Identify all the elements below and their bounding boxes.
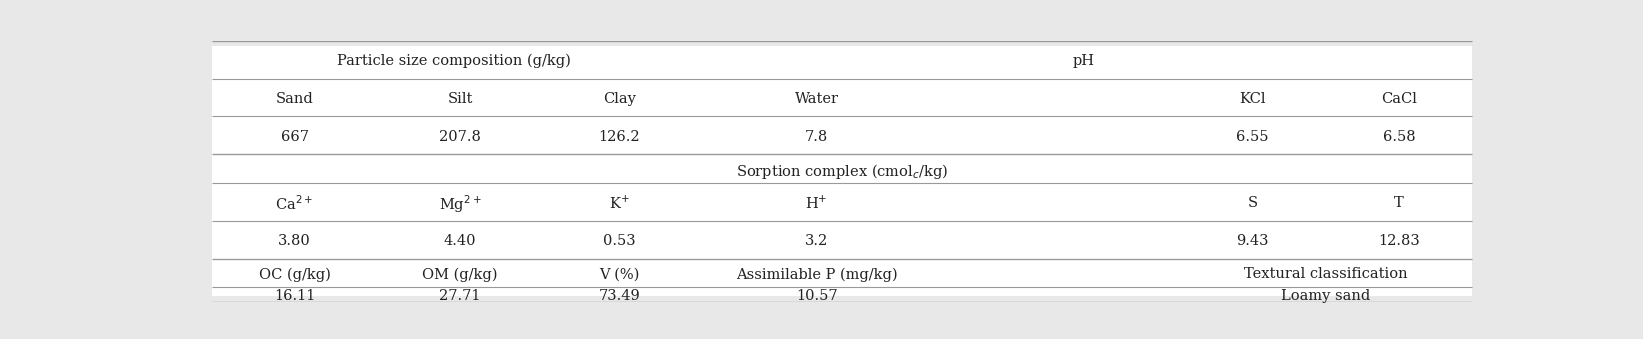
Text: 207.8: 207.8 [439, 130, 481, 144]
Text: Water: Water [795, 92, 838, 106]
Text: Sand: Sand [276, 92, 314, 106]
Text: 16.11: 16.11 [274, 289, 315, 303]
Text: Silt: Silt [447, 92, 473, 106]
Text: 667: 667 [281, 130, 309, 144]
Text: T: T [1395, 196, 1405, 211]
Text: Ca$^{2+}$: Ca$^{2+}$ [276, 194, 314, 213]
Text: K$^{+}$: K$^{+}$ [610, 195, 629, 212]
Text: 6.55: 6.55 [1237, 130, 1268, 144]
Text: OC (g/kg): OC (g/kg) [258, 267, 330, 282]
Text: V (%): V (%) [600, 267, 639, 281]
Text: Textural classification: Textural classification [1244, 267, 1408, 281]
Text: 6.58: 6.58 [1383, 130, 1415, 144]
Text: 0.53: 0.53 [603, 234, 636, 248]
Text: 3.2: 3.2 [805, 234, 828, 248]
Text: 73.49: 73.49 [598, 289, 641, 303]
Text: Mg$^{2+}$: Mg$^{2+}$ [439, 194, 481, 215]
Text: OM (g/kg): OM (g/kg) [422, 267, 498, 282]
Text: Loamy sand: Loamy sand [1282, 289, 1370, 303]
Text: 7.8: 7.8 [805, 130, 828, 144]
Text: 4.40: 4.40 [444, 234, 476, 248]
Text: 9.43: 9.43 [1237, 234, 1268, 248]
Text: pH: pH [1073, 54, 1094, 68]
FancyBboxPatch shape [212, 46, 1472, 297]
Text: 126.2: 126.2 [598, 130, 641, 144]
Text: Particle size composition (g/kg): Particle size composition (g/kg) [337, 54, 570, 68]
Text: KCl: KCl [1239, 92, 1267, 106]
Text: 3.80: 3.80 [278, 234, 311, 248]
Text: 12.83: 12.83 [1378, 234, 1420, 248]
Text: 27.71: 27.71 [439, 289, 481, 303]
Text: S: S [1247, 196, 1259, 211]
Text: 10.57: 10.57 [795, 289, 838, 303]
Text: CaCl: CaCl [1382, 92, 1416, 106]
Text: Clay: Clay [603, 92, 636, 106]
Text: Sorption complex (cmol$_c$/kg): Sorption complex (cmol$_c$/kg) [736, 162, 948, 181]
Text: H$^{+}$: H$^{+}$ [805, 195, 828, 212]
Text: Assimilable P (mg/kg): Assimilable P (mg/kg) [736, 267, 897, 282]
